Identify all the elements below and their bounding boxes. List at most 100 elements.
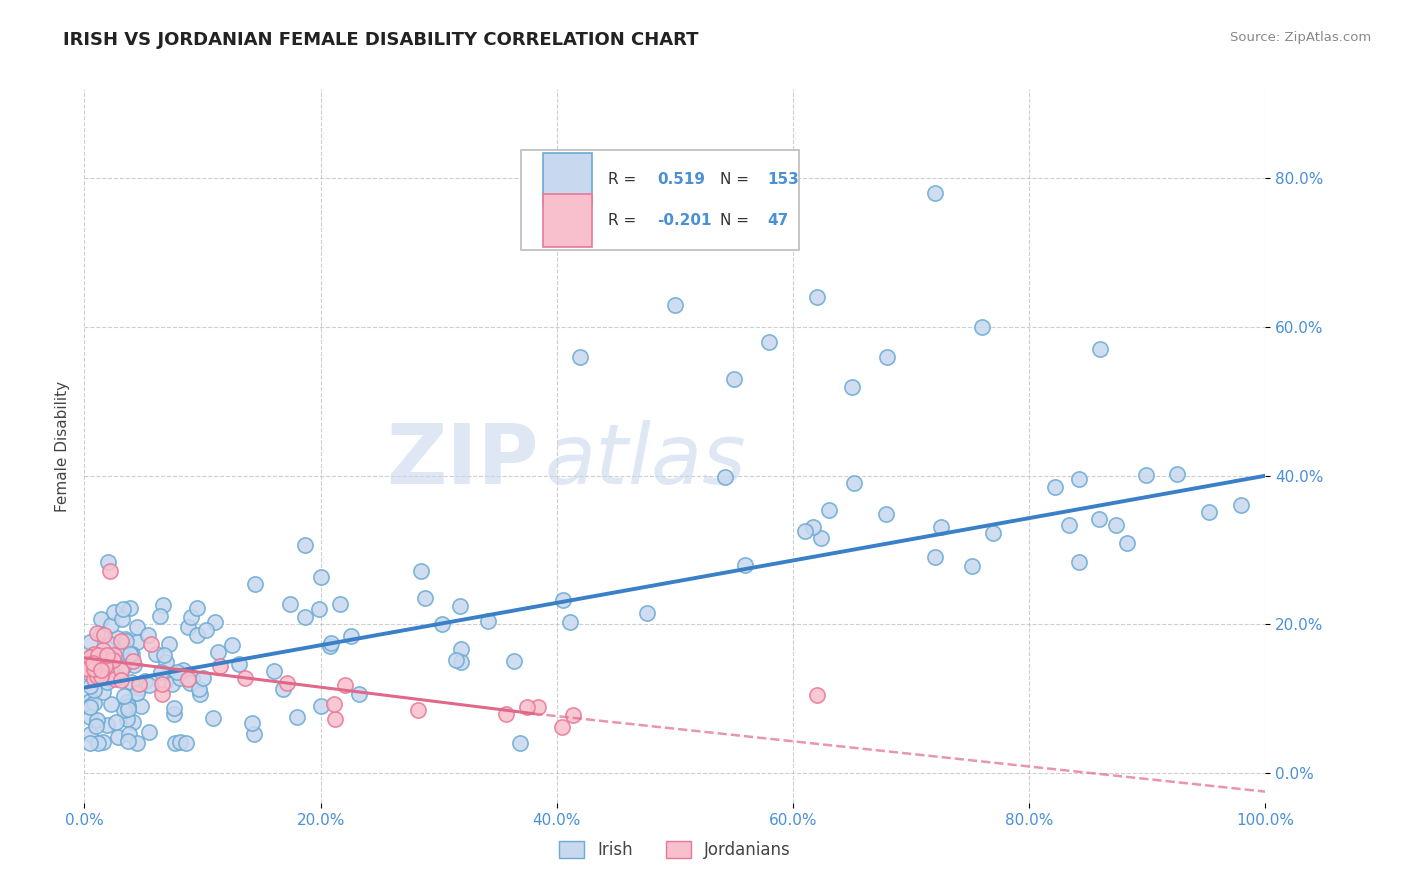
- Point: [101, 665, 124, 680]
- Point: [176, 672, 198, 686]
- Point: [118, 726, 141, 740]
- Point: [79, 650, 101, 665]
- Point: [551, 593, 574, 607]
- Point: [103, 648, 125, 662]
- Point: [970, 320, 993, 334]
- Text: IRISH VS JORDANIAN FEMALE DISABILITY CORRELATION CHART: IRISH VS JORDANIAN FEMALE DISABILITY COR…: [63, 31, 699, 49]
- Point: [160, 677, 183, 691]
- Point: [233, 671, 256, 685]
- Point: [134, 673, 156, 688]
- Point: [153, 648, 176, 662]
- Point: [163, 706, 186, 721]
- Text: Source: ZipAtlas.com: Source: ZipAtlas.com: [1230, 31, 1371, 45]
- Point: [79, 699, 101, 714]
- Point: [806, 290, 828, 304]
- Point: [77, 662, 100, 676]
- Point: [93, 685, 115, 699]
- Point: [157, 637, 180, 651]
- Point: [94, 658, 117, 673]
- Point: [318, 639, 340, 653]
- Point: [1057, 518, 1080, 533]
- Point: [207, 644, 229, 658]
- Point: [103, 605, 125, 619]
- Point: [91, 735, 114, 749]
- Point: [90, 612, 112, 626]
- Point: [569, 350, 592, 364]
- Point: [79, 649, 101, 664]
- Point: [122, 714, 145, 729]
- Point: [333, 678, 356, 692]
- Point: [450, 642, 472, 657]
- Point: [924, 550, 946, 565]
- Point: [83, 647, 105, 661]
- Point: [166, 665, 188, 679]
- Point: [413, 591, 436, 605]
- Point: [125, 620, 148, 634]
- Text: R =: R =: [607, 172, 641, 187]
- Point: [111, 612, 134, 626]
- Point: [83, 672, 105, 686]
- Point: [449, 599, 471, 614]
- Point: [121, 647, 143, 661]
- Y-axis label: Female Disability: Female Disability: [55, 380, 70, 512]
- Point: [1230, 498, 1253, 512]
- Point: [153, 675, 176, 690]
- Point: [1166, 467, 1188, 482]
- Point: [818, 503, 841, 517]
- FancyBboxPatch shape: [522, 150, 799, 250]
- Point: [801, 519, 824, 533]
- Point: [550, 720, 572, 734]
- Point: [139, 637, 162, 651]
- Legend: Irish, Jordanians: Irish, Jordanians: [553, 834, 797, 866]
- Point: [209, 658, 232, 673]
- Point: [174, 736, 197, 750]
- Point: [112, 703, 135, 717]
- Point: [138, 725, 160, 739]
- Point: [177, 619, 200, 633]
- Point: [145, 647, 167, 661]
- FancyBboxPatch shape: [543, 194, 592, 246]
- Point: [84, 719, 107, 733]
- Point: [122, 658, 145, 673]
- Point: [125, 736, 148, 750]
- Point: [285, 710, 308, 724]
- Point: [664, 298, 686, 312]
- Point: [91, 643, 114, 657]
- Point: [138, 677, 160, 691]
- Point: [875, 507, 897, 521]
- Point: [309, 698, 332, 713]
- Point: [409, 564, 432, 578]
- Point: [77, 662, 100, 676]
- Point: [83, 648, 105, 662]
- Point: [1069, 556, 1091, 570]
- Point: [104, 672, 127, 686]
- Point: [723, 372, 745, 386]
- Point: [243, 577, 266, 591]
- Point: [118, 600, 141, 615]
- Point: [347, 687, 370, 701]
- Point: [960, 559, 983, 574]
- Point: [79, 700, 101, 714]
- Point: [446, 653, 468, 667]
- Point: [128, 681, 150, 695]
- Text: 153: 153: [768, 172, 799, 187]
- Point: [79, 727, 101, 741]
- Point: [122, 655, 145, 669]
- Point: [294, 609, 316, 624]
- Point: [169, 671, 191, 685]
- Point: [112, 659, 135, 673]
- Point: [96, 674, 118, 689]
- Point: [339, 629, 361, 643]
- Point: [115, 633, 138, 648]
- Point: [100, 618, 122, 632]
- Text: 47: 47: [768, 212, 789, 227]
- Point: [186, 600, 208, 615]
- Point: [80, 668, 103, 682]
- Point: [321, 636, 343, 650]
- Text: -0.201: -0.201: [657, 212, 711, 227]
- Point: [152, 598, 174, 612]
- Point: [204, 615, 226, 629]
- Point: [91, 656, 114, 670]
- Point: [1198, 505, 1220, 519]
- Point: [180, 671, 202, 685]
